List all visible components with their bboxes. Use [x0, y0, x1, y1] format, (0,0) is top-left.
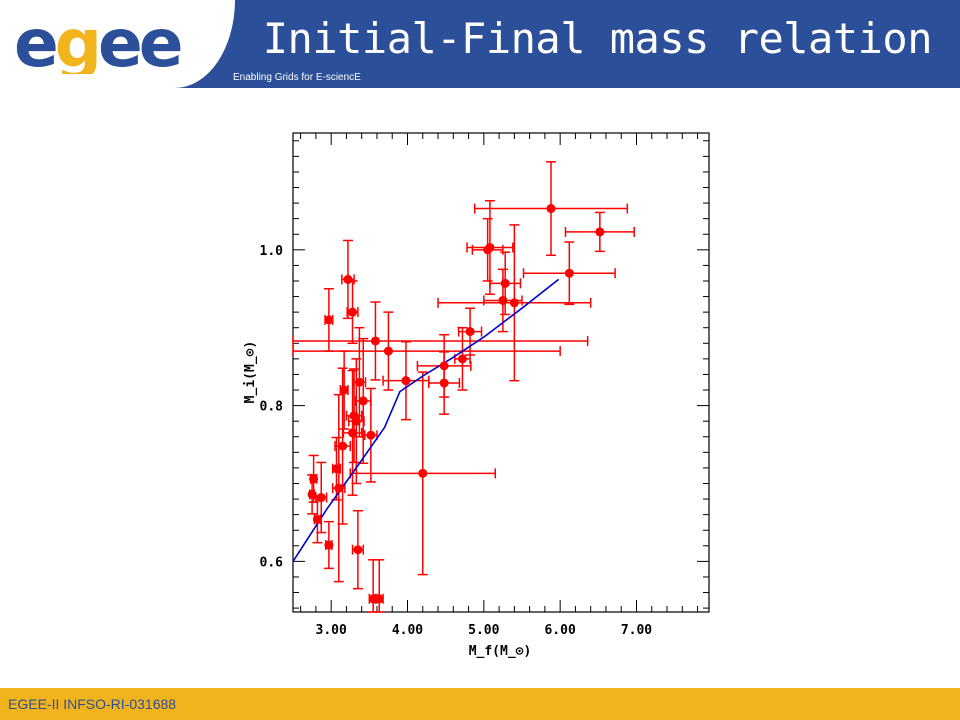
data-point: [307, 489, 317, 499]
footer-bar: EGEE-II INFSO-RI-031688: [0, 688, 960, 720]
data-point: [465, 327, 475, 337]
x-tick-label: 6.00: [544, 623, 575, 638]
data-point: [366, 430, 376, 440]
logo-letter: e: [14, 16, 56, 74]
tagline: Enabling Grids for E-sciencE: [233, 72, 361, 83]
data-point: [348, 428, 358, 438]
data-point: [439, 378, 449, 388]
data-point: [358, 396, 368, 406]
data-point: [509, 298, 519, 308]
y-tick-label: 0.8: [260, 400, 284, 415]
data-point: [374, 594, 384, 604]
data-point: [383, 346, 393, 356]
data-point: [564, 268, 574, 278]
y-axis-label: M_i(M_⊙): [243, 341, 258, 404]
data-point: [334, 483, 344, 493]
logo-area: egee: [0, 0, 235, 88]
x-axis-label: M_f(M_⊙): [469, 644, 532, 659]
data-point: [309, 474, 319, 484]
data-point: [324, 540, 334, 550]
x-tick-label: 5.00: [468, 623, 499, 638]
data-point: [348, 307, 358, 317]
data-point: [418, 468, 428, 478]
data-point: [351, 416, 361, 426]
tick-labels: 3.00 4.00 5.00 6.00 7.00 0.6 0.8 1.0: [260, 244, 653, 638]
data-point: [343, 274, 353, 284]
data-point: [316, 493, 326, 503]
data-points: [307, 204, 605, 604]
data-point: [595, 227, 605, 237]
data-point: [324, 315, 334, 325]
x-tick-label: 4.00: [392, 623, 423, 638]
page-title: Initial-Final mass relation: [262, 14, 933, 63]
x-tick-label: 7.00: [621, 623, 652, 638]
data-point: [546, 204, 556, 214]
data-point: [439, 361, 449, 371]
data-point: [498, 295, 508, 305]
logo-letter: g: [55, 16, 98, 74]
data-point: [457, 354, 467, 364]
egee-logo-text: egee: [14, 16, 181, 74]
x-tick-label: 3.00: [316, 623, 347, 638]
egee-logo: egee: [14, 16, 185, 74]
data-point: [312, 514, 322, 524]
y-tick-label: 1.0: [260, 244, 284, 259]
footer-text: EGEE-II INFSO-RI-031688: [8, 696, 177, 712]
data-point: [370, 336, 380, 346]
data-point: [332, 464, 342, 474]
data-point: [401, 376, 411, 386]
logo-letter: e: [139, 16, 181, 74]
plot-frame: [292, 132, 710, 613]
data-point: [338, 441, 348, 451]
y-tick-label: 0.6: [260, 555, 284, 570]
axis-ticks: [293, 133, 709, 612]
data-point: [485, 242, 495, 252]
data-point: [339, 385, 349, 395]
logo-letter: e: [98, 16, 140, 74]
data-point: [353, 545, 363, 555]
data-point: [354, 377, 364, 387]
header-bar: egee Enabling Grids for E-sciencE Initia…: [0, 0, 960, 88]
data-point: [500, 278, 510, 288]
fit-line: [292, 278, 560, 562]
